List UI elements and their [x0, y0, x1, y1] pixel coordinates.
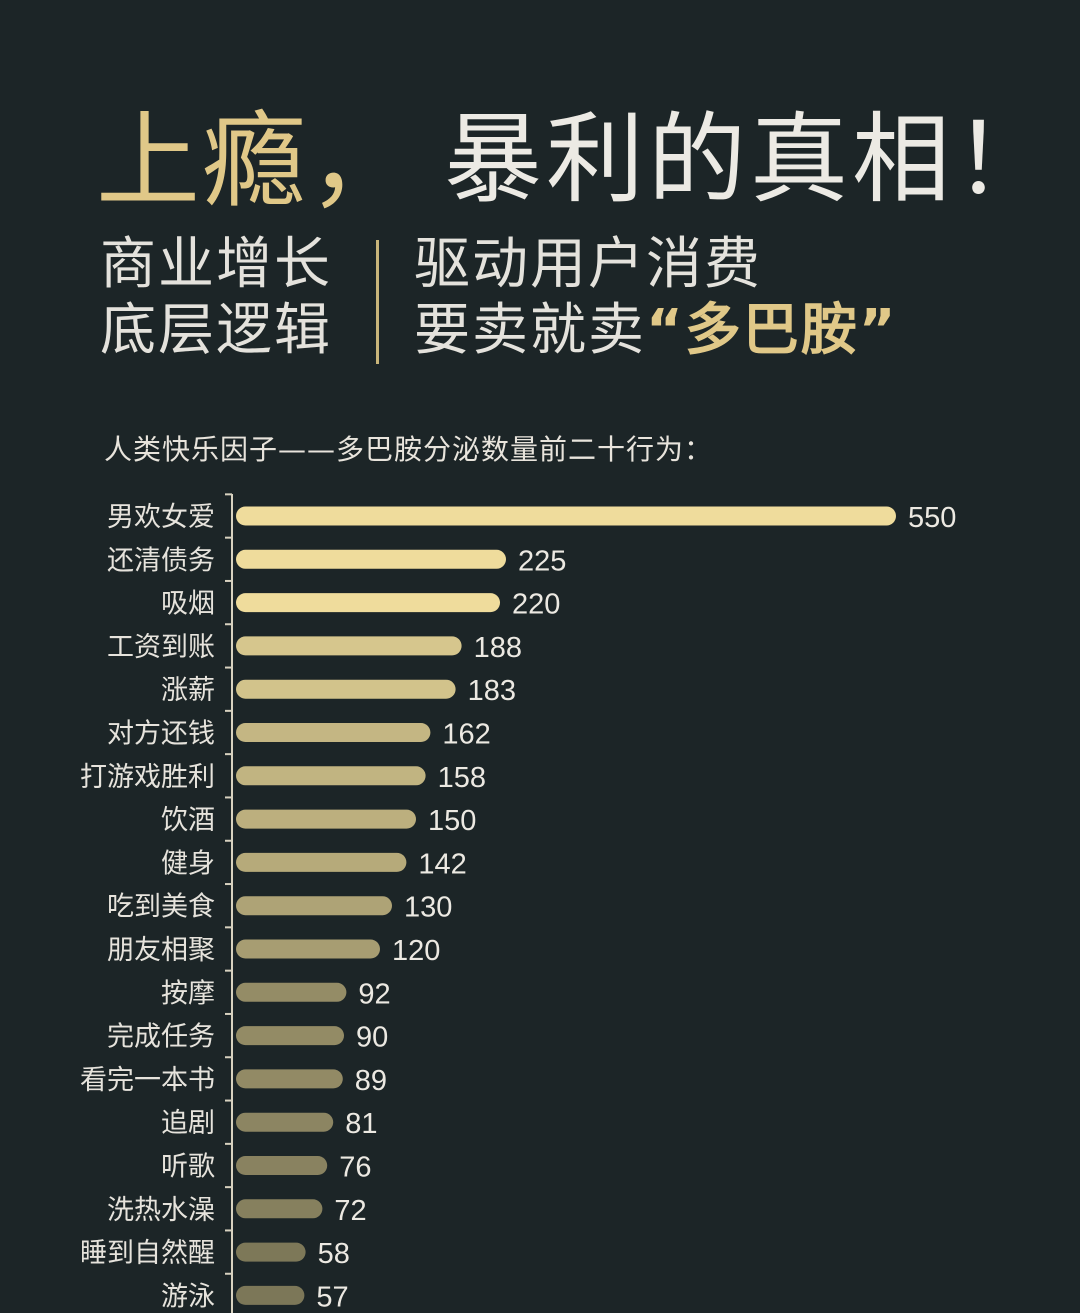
category-label: 按摩 [161, 978, 215, 1009]
value-label: 57 [316, 1281, 348, 1313]
value-label: 220 [512, 589, 560, 621]
subtitle-right: 驱动用户消费 要卖就卖“多巴胺” [414, 232, 898, 364]
value-label: 90 [356, 1022, 388, 1054]
category-label: 对方还钱 [107, 719, 215, 750]
category-label: 朋友相聚 [107, 935, 215, 966]
category-label: 吸烟 [161, 589, 215, 620]
page-title: 上瘾， 暴利的真相！ [96, 86, 1056, 222]
bar-听歌 [236, 1156, 328, 1175]
category-label: 男欢女爱 [107, 502, 215, 533]
bar-男欢女爱 [236, 506, 896, 526]
value-label: 130 [404, 892, 452, 924]
category-label: 涨薪 [161, 675, 215, 706]
value-label: 183 [468, 675, 516, 707]
bar-洗热水澡 [236, 1199, 323, 1219]
category-label: 还清债务 [107, 545, 215, 576]
category-label: 健身 [161, 848, 215, 879]
category-label: 打游戏胜利 [80, 762, 215, 793]
value-label: 188 [474, 632, 522, 664]
category-label: 洗热水澡 [107, 1195, 215, 1226]
bar-睡到自然醒 [236, 1242, 306, 1262]
category-label: 游泳 [161, 1281, 215, 1312]
bar-吸烟 [236, 593, 500, 613]
category-label: 追剧 [161, 1108, 215, 1139]
value-label: 81 [345, 1108, 377, 1140]
value-label: 72 [334, 1195, 366, 1227]
subtitle-right-line2-prefix: 要卖就卖 [414, 298, 646, 363]
title-rest: 暴利的真相！ [444, 103, 1057, 217]
category-label: 完成任务 [107, 1022, 215, 1053]
subtitle-left-line1: 商业增长 [100, 232, 332, 297]
category-label: 吃到美食 [107, 892, 215, 923]
value-label: 89 [355, 1065, 387, 1097]
chart-heading: 人类快乐因子——多巴胺分泌数量前二十行为： [104, 433, 714, 466]
bar-还清债务 [236, 549, 506, 569]
subtitle-right-line1: 驱动用户消费 [414, 232, 762, 297]
subtitle-left: 商业增长 底层逻辑 [100, 232, 332, 364]
bar-工资到账 [236, 636, 462, 656]
category-label: 饮酒 [161, 805, 215, 836]
value-label: 225 [518, 545, 566, 577]
bar-完成任务 [236, 1026, 344, 1046]
bar-追剧 [236, 1112, 334, 1132]
bar-看完一本书 [236, 1069, 343, 1089]
bar-按摩 [236, 982, 347, 1002]
value-label: 120 [392, 935, 440, 967]
value-label: 162 [442, 719, 490, 751]
value-label: 150 [428, 805, 476, 837]
subtitle-block: 商业增长 底层逻辑 驱动用户消费 要卖就卖“多巴胺” [100, 232, 1000, 372]
subtitle-highlight: “多巴胺” [646, 298, 898, 363]
value-label: 76 [339, 1152, 371, 1184]
value-label: 142 [418, 848, 466, 880]
subtitle-divider [376, 240, 379, 364]
bar-游泳 [236, 1285, 305, 1305]
bar-饮酒 [236, 809, 416, 829]
bar-打游戏胜利 [236, 766, 426, 786]
title-accent: 上瘾， [96, 99, 415, 222]
category-label: 睡到自然醒 [80, 1238, 215, 1269]
bar-对方还钱 [236, 723, 431, 742]
category-label: 工资到账 [107, 632, 215, 663]
value-label: 158 [438, 762, 486, 794]
subtitle-right-line2: 要卖就卖“多巴胺” [414, 298, 898, 364]
value-label: 92 [358, 978, 390, 1010]
subtitle-left-line2: 底层逻辑 [100, 298, 332, 363]
bar-chart: 男欢女爱 550 还清债务 225 吸烟 220 工资到账 188 涨薪 183 对方还钱 162 打游… [80, 493, 956, 1313]
value-label: 550 [908, 502, 956, 534]
bar-朋友相聚 [236, 939, 380, 959]
category-label: 看完一本书 [80, 1065, 215, 1096]
bar-吃到美食 [236, 896, 392, 916]
category-label: 听歌 [161, 1152, 215, 1183]
value-label: 58 [318, 1238, 350, 1270]
bar-健身 [236, 852, 407, 872]
bar-涨薪 [236, 679, 456, 699]
